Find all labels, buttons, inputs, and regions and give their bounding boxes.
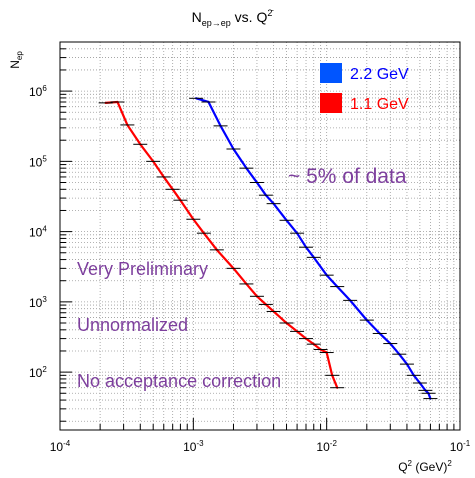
annotation-unnormalized: Unnormalized (77, 315, 188, 335)
series-1-segment (285, 321, 299, 333)
series-0-segment (272, 202, 288, 222)
legend-swatch-series-0 (320, 63, 342, 83)
series-0-segment (304, 246, 315, 259)
series-1-segment (232, 267, 248, 286)
x-axis-label: Q2 (GeV)2 (398, 459, 452, 474)
series-0-segment (412, 374, 421, 385)
series-0-segment (389, 342, 401, 356)
x-tick-label: 10-1 (450, 439, 471, 454)
series-1-segment (325, 351, 334, 377)
series-1-segment (162, 175, 174, 191)
grid (60, 42, 460, 430)
series-1-segment (264, 303, 275, 313)
axis-ticks (59, 41, 455, 430)
series-0-segment (349, 299, 368, 322)
series-0-segment (195, 97, 210, 104)
annotation-acceptance: No acceptance correction (77, 371, 281, 391)
y-tick-label: 103 (29, 295, 47, 310)
series-0-segment (325, 274, 339, 288)
series-0-segment (255, 181, 267, 197)
series-0-segment (264, 194, 275, 205)
series-1-segment (171, 188, 182, 202)
chart-title: Nep→ep vs. Q2̄ (192, 8, 275, 28)
annotation-preliminary: Very Preliminary (77, 259, 208, 279)
series-0-segment (219, 124, 235, 151)
series-0-segment (232, 147, 248, 170)
series-0-segment (312, 256, 328, 277)
y-tick-label: 102 (29, 365, 47, 380)
series-1-segment (295, 330, 308, 340)
y-tick-label: 105 (29, 154, 47, 169)
series-1-segment (202, 232, 218, 251)
series-0-segment (405, 363, 415, 377)
series-layer (98, 97, 438, 400)
legend-swatch-series-1 (320, 93, 342, 113)
y-tick-label: 104 (29, 225, 47, 240)
axis-tick-labels: 10-4 10-3 10-2 10-1 102 103 104 105 106 (29, 84, 471, 454)
series-1-segment (255, 295, 267, 306)
series-1-segment (139, 143, 155, 163)
annotation-data-fraction: ~ 5% of data (288, 165, 407, 188)
series-0-segment (365, 319, 381, 335)
series-0-segment (295, 232, 308, 249)
series-0-segment (285, 219, 299, 235)
x-tick-label: 10-4 (50, 439, 71, 454)
series-0-segment (378, 332, 392, 345)
y-tick-label: 106 (29, 84, 47, 99)
series-1-segment (179, 199, 195, 221)
plot-frame (59, 41, 461, 431)
series-1-segment (126, 123, 142, 146)
series-0-segment (427, 392, 432, 400)
series-1-segment (215, 248, 235, 270)
series-1-segment (331, 374, 339, 389)
series-1-segment (304, 337, 315, 346)
series-1-segment (192, 218, 205, 235)
legend-label-series-1: 1.1 GeV (350, 96, 409, 113)
series-0-segment (336, 285, 352, 302)
x-tick-label: 10-2 (316, 439, 337, 454)
series-0-segment (207, 100, 222, 127)
y-axis-label: Nep (8, 51, 24, 69)
series-1-segment (152, 160, 165, 179)
series-0-segment (418, 381, 427, 392)
series-1-segment (312, 343, 322, 351)
series-0-segment (245, 167, 259, 184)
series-1-segment (272, 310, 288, 325)
series-1-segment (319, 348, 328, 354)
legend-label-series-0: 2.2 GeV (350, 66, 409, 83)
series-1-segment (245, 282, 259, 298)
series-1-segment (116, 100, 129, 127)
series-0 (189, 97, 438, 400)
series-1 (98, 100, 345, 389)
x-tick-label: 10-3 (183, 439, 204, 454)
series-0-segment (398, 353, 409, 366)
